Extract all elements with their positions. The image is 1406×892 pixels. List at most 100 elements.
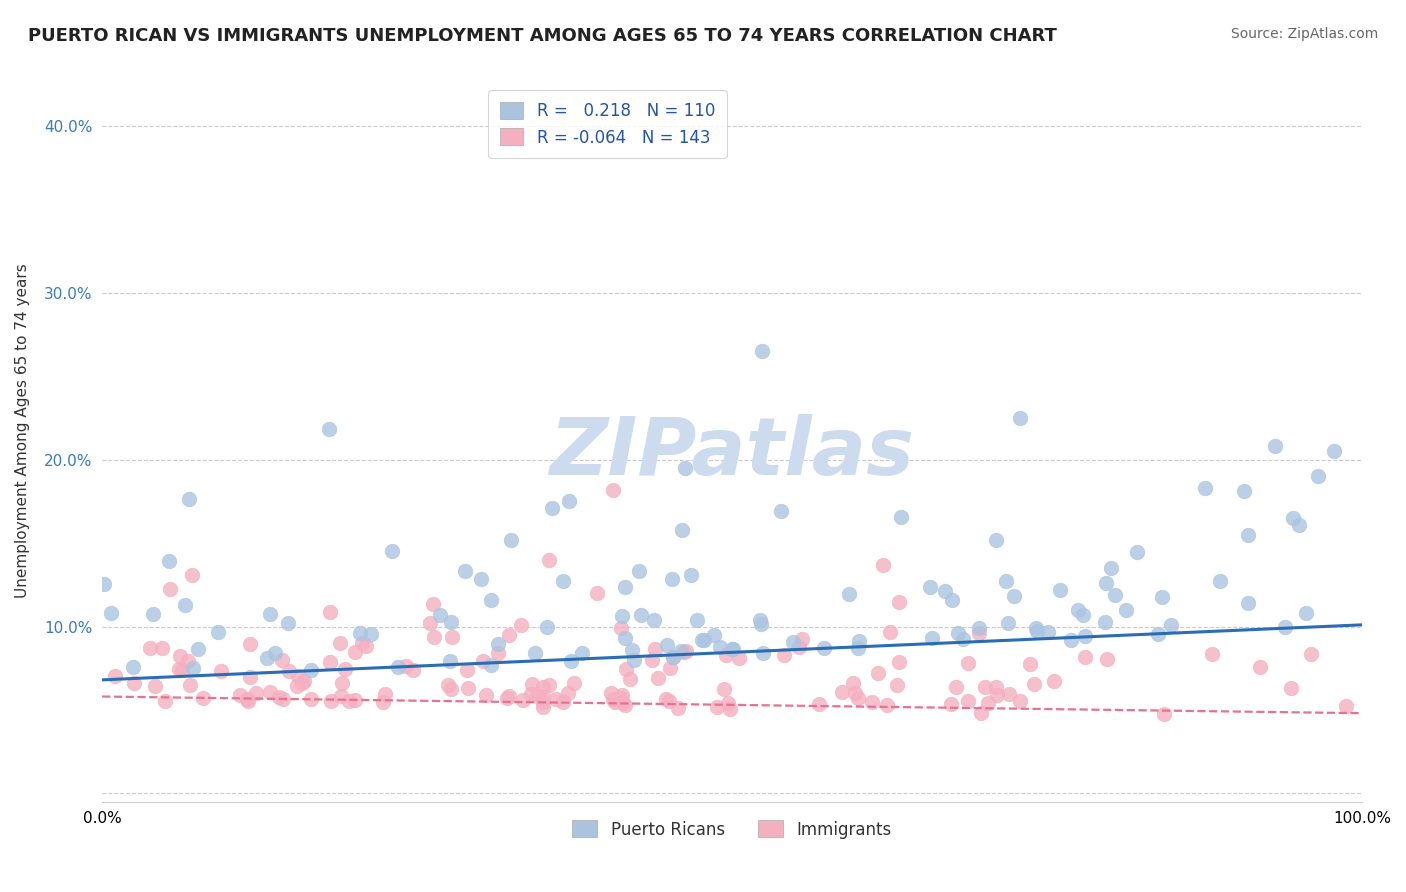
Point <box>1104 588 1126 602</box>
Point <box>179 678 201 692</box>
Point <box>470 572 492 586</box>
Point <box>1281 511 1303 525</box>
Point <box>846 691 869 706</box>
Point <box>1094 615 1116 630</box>
Point <box>1299 647 1322 661</box>
Point <box>1024 677 1046 691</box>
Point <box>498 689 520 703</box>
Point <box>537 678 560 692</box>
Point <box>177 654 200 668</box>
Point <box>520 687 543 701</box>
Point <box>879 625 901 640</box>
Point <box>512 692 534 706</box>
Point <box>169 648 191 663</box>
Point <box>329 636 352 650</box>
Point <box>969 706 991 720</box>
Point <box>1073 630 1095 644</box>
Point <box>946 625 969 640</box>
Point <box>344 644 367 658</box>
Point <box>229 688 252 702</box>
Point <box>957 657 980 671</box>
Point <box>488 646 510 660</box>
Point <box>571 646 593 660</box>
Point <box>457 681 479 695</box>
Point <box>373 695 395 709</box>
Point <box>713 681 735 696</box>
Point <box>997 615 1019 630</box>
Point <box>872 558 894 573</box>
Point <box>520 677 543 691</box>
Point <box>531 689 554 703</box>
Point <box>681 568 703 582</box>
Point <box>1160 618 1182 632</box>
Point <box>1025 624 1047 638</box>
Point <box>245 686 267 700</box>
Point <box>1115 603 1137 617</box>
Point <box>1249 660 1271 674</box>
Point <box>498 627 520 641</box>
Point <box>866 665 889 680</box>
Point <box>941 698 963 712</box>
Point <box>318 422 340 436</box>
Point <box>122 660 145 674</box>
Point <box>787 640 810 655</box>
Point <box>541 501 564 516</box>
Point <box>1095 575 1118 590</box>
Point <box>167 662 190 676</box>
Point <box>1295 606 1317 620</box>
Point <box>277 664 299 678</box>
Point <box>613 580 636 594</box>
Point <box>610 688 633 702</box>
Point <box>439 654 461 668</box>
Point <box>1201 647 1223 661</box>
Point <box>419 616 441 631</box>
Point <box>647 671 669 685</box>
Point <box>662 649 685 664</box>
Point <box>790 632 813 646</box>
Point <box>142 607 165 622</box>
Point <box>721 641 744 656</box>
Point <box>613 631 636 645</box>
Point <box>620 643 643 657</box>
Point <box>1002 589 1025 603</box>
Point <box>838 587 860 601</box>
Point <box>531 700 554 714</box>
Point <box>239 637 262 651</box>
Point <box>1019 657 1042 672</box>
Point <box>1071 608 1094 623</box>
Point <box>360 627 382 641</box>
Point <box>330 676 353 690</box>
Point <box>439 615 461 630</box>
Point <box>807 697 830 711</box>
Point <box>614 662 637 676</box>
Point <box>692 633 714 648</box>
Point <box>496 691 519 706</box>
Point <box>429 608 451 623</box>
Point <box>602 692 624 706</box>
Point <box>714 648 737 662</box>
Point <box>294 673 316 688</box>
Point <box>1146 626 1168 640</box>
Point <box>170 663 193 677</box>
Point <box>609 691 631 706</box>
Point <box>661 572 683 586</box>
Point <box>509 617 531 632</box>
Point <box>153 694 176 708</box>
Point <box>612 696 634 710</box>
Point <box>350 636 373 650</box>
Y-axis label: Unemployment Among Ages 65 to 74 years: Unemployment Among Ages 65 to 74 years <box>15 263 30 598</box>
Text: Source: ZipAtlas.com: Source: ZipAtlas.com <box>1230 27 1378 41</box>
Point <box>986 688 1008 702</box>
Point <box>150 641 173 656</box>
Point <box>969 626 991 640</box>
Point <box>536 620 558 634</box>
Point <box>703 627 725 641</box>
Point <box>887 595 910 609</box>
Point <box>666 700 689 714</box>
Point <box>1288 517 1310 532</box>
Point <box>751 344 773 359</box>
Point <box>236 691 259 706</box>
Point <box>1067 602 1090 616</box>
Point <box>769 504 792 518</box>
Point <box>619 672 641 686</box>
